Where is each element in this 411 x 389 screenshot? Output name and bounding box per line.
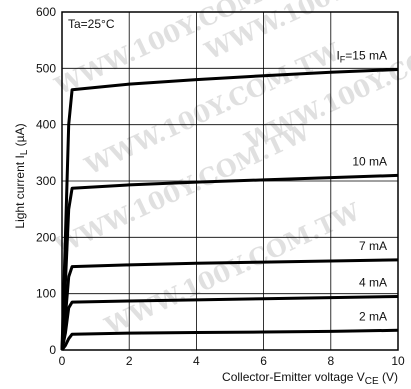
- x-axis-title-unit: (V): [379, 370, 398, 384]
- series-layer: [60, 68, 399, 351]
- y-axis-title-main: Light current I: [13, 155, 27, 228]
- series-line: [60, 295, 399, 351]
- y-axis-title: Light current IL (µA): [13, 123, 30, 228]
- y-tick-label: 0: [49, 343, 56, 357]
- x-tick-label: 4: [193, 354, 200, 368]
- series-label: 2 mA: [359, 309, 387, 323]
- x-tick-label: 8: [327, 354, 334, 368]
- x-axis-title-subscript: CE: [365, 376, 379, 387]
- series-line: [60, 68, 399, 351]
- y-tick-label: 500: [36, 61, 56, 75]
- y-tick-label: 400: [36, 118, 56, 132]
- series-line: [60, 173, 399, 351]
- series-labels: 2 mA 4 mA 7 mA 10 mA IF=15 mA: [336, 48, 387, 323]
- x-axis-title: Collector-Emitter voltage VCE (V): [222, 370, 398, 387]
- series-label: IF=15 mA: [336, 48, 387, 64]
- x-tick-label: 0: [59, 354, 66, 368]
- x-axis-title-main: Collector-Emitter voltage V: [222, 370, 365, 384]
- series-line: [60, 328, 399, 351]
- x-tick-label: 2: [126, 354, 133, 368]
- x-tick-label: 10: [391, 354, 405, 368]
- y-tick-label: 300: [36, 174, 56, 188]
- y-tick-label: 100: [36, 287, 56, 301]
- y-axis-title-subscript: L: [19, 149, 30, 155]
- series-label: 10 mA: [352, 154, 387, 168]
- y-tick-label: 600: [36, 5, 56, 19]
- series-label: 7 mA: [359, 239, 387, 253]
- series-label: 4 mA: [359, 275, 387, 289]
- y-axis-title-unit: (µA): [13, 123, 27, 149]
- temperature-annotation: Ta=25°C: [68, 17, 115, 31]
- x-tick-label: 6: [260, 354, 267, 368]
- plot-frame: [61, 11, 399, 351]
- y-tick-label: 200: [36, 230, 56, 244]
- series-line: [60, 258, 399, 351]
